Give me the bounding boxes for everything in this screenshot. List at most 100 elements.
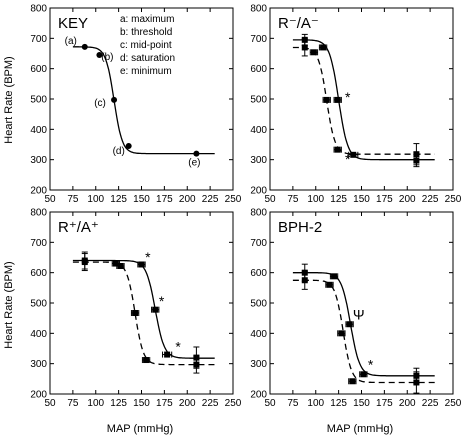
x-tick-label: 125 bbox=[330, 194, 347, 205]
data-point bbox=[323, 96, 330, 103]
y-tick-label: 500 bbox=[30, 95, 47, 106]
series-curve-solid bbox=[292, 272, 435, 377]
data-point bbox=[413, 379, 420, 386]
data-point bbox=[132, 310, 139, 317]
x-tick-label: 200 bbox=[399, 194, 416, 205]
x-axis-title-right: MAP (mmHg) bbox=[327, 423, 393, 435]
x-tick-label: 225 bbox=[202, 398, 219, 409]
legend-entry: c: mid-point bbox=[120, 40, 172, 51]
y-tick-label: 500 bbox=[30, 299, 47, 310]
data-point bbox=[326, 281, 333, 288]
x-tick-label: 75 bbox=[287, 398, 299, 409]
point-label: (a) bbox=[65, 36, 77, 47]
data-point bbox=[346, 321, 353, 328]
x-tick-label: 125 bbox=[330, 398, 347, 409]
data-point bbox=[320, 44, 327, 51]
x-tick-label: 150 bbox=[133, 194, 150, 205]
x-tick-label: 175 bbox=[156, 398, 173, 409]
x-tick-label: 75 bbox=[287, 194, 299, 205]
data-point bbox=[334, 146, 341, 153]
x-tick-label: 175 bbox=[376, 194, 393, 205]
y-tick-label: 800 bbox=[30, 208, 47, 219]
data-point bbox=[331, 273, 338, 280]
y-tick-label: 300 bbox=[30, 359, 47, 370]
y-tick-label: 400 bbox=[30, 329, 47, 340]
y-tick-label: 600 bbox=[30, 268, 47, 279]
x-tick-label: 150 bbox=[353, 398, 370, 409]
x-tick-label: 100 bbox=[307, 194, 324, 205]
x-axis-title-left: MAP (mmHg) bbox=[107, 423, 173, 435]
x-tick-label: 50 bbox=[264, 398, 276, 409]
x-tick-label: 200 bbox=[179, 398, 196, 409]
data-point bbox=[117, 262, 124, 269]
data-point bbox=[413, 151, 420, 158]
y-tick-label: 400 bbox=[250, 329, 267, 340]
significance-marker: * bbox=[345, 151, 351, 167]
point-label: (d) bbox=[113, 146, 125, 157]
significance-marker: * bbox=[145, 249, 151, 265]
x-tick-label: 250 bbox=[445, 398, 462, 409]
x-tick-label: 50 bbox=[44, 194, 56, 205]
panel-label: R⁺/A⁺ bbox=[58, 219, 99, 236]
y-tick-label: 800 bbox=[250, 208, 267, 219]
data-point bbox=[360, 371, 367, 378]
y-tick-label: 300 bbox=[30, 155, 47, 166]
y-tick-label: 200 bbox=[250, 390, 267, 401]
series-curve-dashed bbox=[292, 46, 435, 155]
x-tick-label: 100 bbox=[87, 398, 104, 409]
data-point bbox=[81, 43, 88, 50]
significance-marker: * bbox=[175, 339, 181, 355]
data-point bbox=[350, 151, 357, 158]
x-tick-label: 225 bbox=[202, 194, 219, 205]
y-tick-label: 800 bbox=[250, 4, 267, 15]
panel-label: R⁻/A⁻ bbox=[278, 15, 319, 32]
panel-3: 50 75 100 125 150 175 200 225 250 200 300 400 500 600… bbox=[30, 208, 241, 410]
x-tick-label: 175 bbox=[376, 398, 393, 409]
x-tick-label: 150 bbox=[133, 398, 150, 409]
x-tick-label: 100 bbox=[87, 194, 104, 205]
data-point bbox=[143, 357, 150, 364]
y-tick-label: 500 bbox=[250, 95, 267, 106]
y-tick-label: 400 bbox=[30, 125, 47, 136]
point-label: (c) bbox=[94, 98, 106, 109]
x-tick-label: 250 bbox=[445, 194, 462, 205]
series-curve-solid bbox=[72, 46, 215, 155]
y-tick-label: 300 bbox=[250, 359, 267, 370]
data-point bbox=[193, 361, 200, 368]
y-tick-label: 500 bbox=[250, 299, 267, 310]
data-point bbox=[111, 96, 118, 103]
panel-label: KEY bbox=[58, 15, 88, 32]
panel-2: 50 75 100 125 150 175 200 225 250 200 300 400 500 600… bbox=[250, 4, 461, 206]
y-axis-title-bottom: Heart Rate (BPM) bbox=[3, 261, 15, 348]
x-tick-label: 150 bbox=[353, 194, 370, 205]
y-tick-label: 700 bbox=[30, 238, 47, 249]
series-curve-dashed bbox=[72, 261, 215, 366]
legend-entry: b: threshold bbox=[120, 27, 172, 38]
x-tick-label: 175 bbox=[156, 194, 173, 205]
significance-marker: * bbox=[159, 293, 165, 309]
x-tick-label: 100 bbox=[307, 398, 324, 409]
x-tick-label: 125 bbox=[110, 194, 127, 205]
x-tick-label: 75 bbox=[67, 398, 79, 409]
significance-marker: * bbox=[368, 357, 374, 373]
y-tick-label: 700 bbox=[250, 238, 267, 249]
data-point bbox=[125, 143, 132, 150]
data-point bbox=[193, 150, 200, 157]
y-axis-title-top: Heart Rate (BPM) bbox=[3, 56, 15, 143]
legend-entry: d: saturation bbox=[120, 53, 175, 64]
x-tick-label: 200 bbox=[179, 194, 196, 205]
x-tick-label: 250 bbox=[225, 398, 242, 409]
data-point bbox=[152, 306, 159, 313]
x-tick-label: 75 bbox=[67, 194, 79, 205]
x-tick-label: 200 bbox=[399, 398, 416, 409]
x-tick-label: 250 bbox=[225, 194, 242, 205]
data-point bbox=[338, 330, 345, 337]
series-curve-dashed bbox=[292, 279, 435, 384]
y-tick-label: 200 bbox=[250, 186, 267, 197]
data-point bbox=[164, 351, 171, 358]
data-point bbox=[349, 378, 356, 385]
plot-frame bbox=[269, 7, 454, 191]
y-tick-label: 300 bbox=[250, 155, 267, 166]
x-tick-label: 225 bbox=[422, 398, 439, 409]
